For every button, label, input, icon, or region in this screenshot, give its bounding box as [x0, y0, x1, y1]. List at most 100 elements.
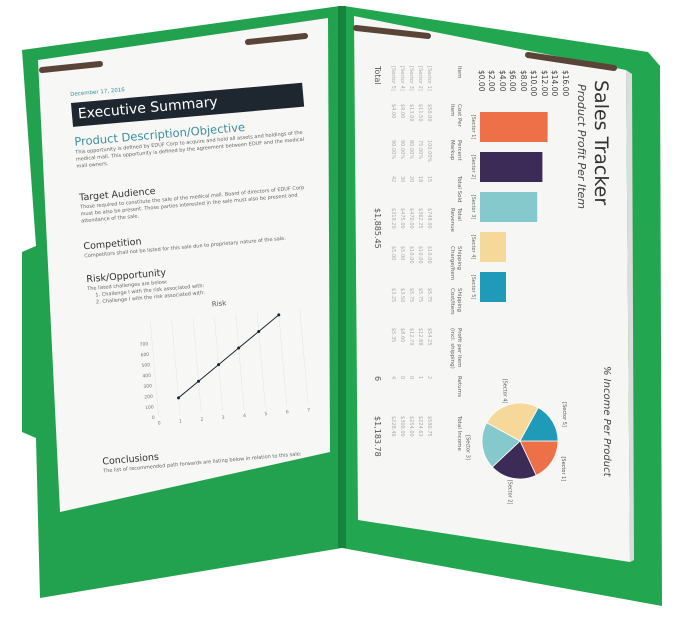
- pie-label: [Sector 2]: [506, 480, 512, 505]
- total-total-income: $1,183.78: [373, 416, 382, 457]
- pie-slice: [486, 402, 539, 442]
- data-point: [176, 396, 180, 400]
- table-cell: Shipping Cost/Item: [449, 288, 462, 315]
- table-cell: 80.00%: [408, 140, 414, 160]
- table-cell: [Sector 4]: [399, 66, 405, 91]
- table-cell: $319.20: [390, 208, 396, 229]
- y-tick-label: $0.00: [477, 70, 486, 92]
- table-cell: 15: [426, 176, 432, 183]
- table-cell: $3.50: [399, 288, 405, 303]
- bar: [480, 112, 548, 142]
- bar: [480, 232, 506, 262]
- table-cell: $11.50: [417, 104, 423, 122]
- fastener-right-2: [525, 52, 617, 71]
- y-tick-label: $10.00: [529, 70, 539, 97]
- table-cell: 0: [408, 376, 414, 380]
- table-cell: 0: [399, 376, 405, 380]
- category-label: [Sector 5]: [470, 275, 476, 300]
- table-cell: 18: [417, 176, 423, 183]
- data-point: [237, 346, 241, 350]
- table-cell: [Sector 2]: [417, 66, 423, 91]
- grid-line: [299, 308, 309, 404]
- table-cell: Total Income: [456, 416, 462, 451]
- pie-label: [Sector 3]: [464, 435, 470, 460]
- risk-line: [178, 314, 280, 399]
- y-tick-label: 200: [144, 394, 153, 401]
- table-cell: $5.75: [426, 288, 432, 303]
- sales-tracker-title: Sales Tracker: [590, 80, 612, 206]
- table-cell: $12.88: [417, 328, 423, 346]
- y-tick-label: 600: [140, 352, 149, 359]
- pie-slice: [491, 440, 537, 480]
- table-cell: $13.00: [408, 104, 414, 122]
- fastener-left-1: [39, 61, 103, 73]
- table-cell: $475.00: [399, 208, 405, 229]
- folder-fold-shadow: [338, 6, 346, 548]
- bar-chart-title: Product Profit Per Item: [575, 84, 588, 209]
- table-cell: 100.00%: [426, 140, 432, 163]
- category-label: [Sector 3]: [470, 195, 476, 220]
- table-cell: $224.63: [417, 416, 423, 437]
- data-point: [197, 379, 201, 383]
- total-total-revenue: $1,885.45: [373, 208, 382, 249]
- table-cell: $5.00: [390, 246, 396, 261]
- table-cell: $9.00: [399, 104, 405, 119]
- table-cell: [Sector 5]: [390, 66, 396, 91]
- y-tick-label: $14.00: [550, 70, 560, 97]
- bar: [480, 272, 506, 302]
- bar: [480, 192, 538, 222]
- table-cell: $8.60: [399, 328, 405, 343]
- pie-label: [Sector 5]: [561, 402, 567, 427]
- table-cell: $5.75: [417, 288, 423, 303]
- data-point: [257, 329, 261, 333]
- table-cell: $3.25: [390, 288, 396, 303]
- x-tick-label: 6: [286, 409, 290, 415]
- sales-tracker-page: Sales Tracker Product Profit Per Item $1…: [357, 66, 612, 546]
- table-cell: 42: [390, 176, 396, 183]
- product-profit-bar-chart: [Sector 1] [Sector 2] [Sector 3] [Sector 4]…: [470, 112, 548, 302]
- y-tick-label: 0: [152, 415, 156, 421]
- bar-chart-y-axis: $16.00 $14.00 $12.00 $10.00 $8.00 $6.00 $4.00 $…: [476, 70, 570, 102]
- table-cell: $5.75: [408, 288, 414, 303]
- table-cell: $50.00: [426, 104, 432, 122]
- table-cell: [Sector 1]: [426, 66, 432, 91]
- table-cell: $5.35: [390, 328, 396, 343]
- left-document-page: [38, 18, 330, 512]
- table-cell: $4.00: [390, 104, 396, 119]
- table-cell: 90.00%: [390, 140, 396, 160]
- table-cell: $749.00: [426, 208, 432, 229]
- pie-chart-title: % Income Per Product: [601, 366, 612, 477]
- y-tick-label: $4.00: [498, 70, 507, 92]
- x-tick-label: 1: [179, 418, 183, 424]
- pie-slice: [481, 422, 521, 468]
- risk-chart-title: Risk: [211, 299, 227, 308]
- table-cell: $228.46: [390, 416, 396, 437]
- data-point: [277, 313, 281, 317]
- table-cell: $362.25: [417, 208, 423, 229]
- y-tick-label: 400: [142, 373, 151, 380]
- grid-line: [256, 312, 266, 408]
- table-cell: 1: [417, 376, 423, 380]
- table-cell: Total Revenue: [449, 208, 462, 232]
- pie-slice: [519, 440, 559, 476]
- section-target-audience: Target Audience Those required to consti…: [79, 172, 313, 225]
- table-cell: Percent Markup: [449, 140, 462, 161]
- grid-line: [192, 318, 202, 413]
- y-tick-label: $6.00: [508, 70, 518, 92]
- table-cell: 90.00%: [399, 140, 405, 160]
- table-cell: Item: [456, 66, 462, 79]
- x-tick-label: 2: [200, 417, 204, 423]
- x-tick-label: 4: [243, 413, 247, 419]
- data-point: [217, 363, 221, 367]
- total-total-label: Total: [373, 66, 382, 85]
- y-tick-label: 300: [143, 383, 152, 390]
- table-cell: $590.75: [426, 416, 432, 437]
- table-cell: [Sector 3]: [408, 66, 414, 91]
- table-cell: 4: [390, 376, 396, 380]
- total-total-returns: 6: [373, 376, 382, 382]
- x-tick-label: 7: [307, 407, 311, 413]
- y-tick-label: $8.00: [519, 70, 528, 92]
- fastener-left-2: [245, 33, 308, 45]
- table-cell: 30: [399, 176, 405, 183]
